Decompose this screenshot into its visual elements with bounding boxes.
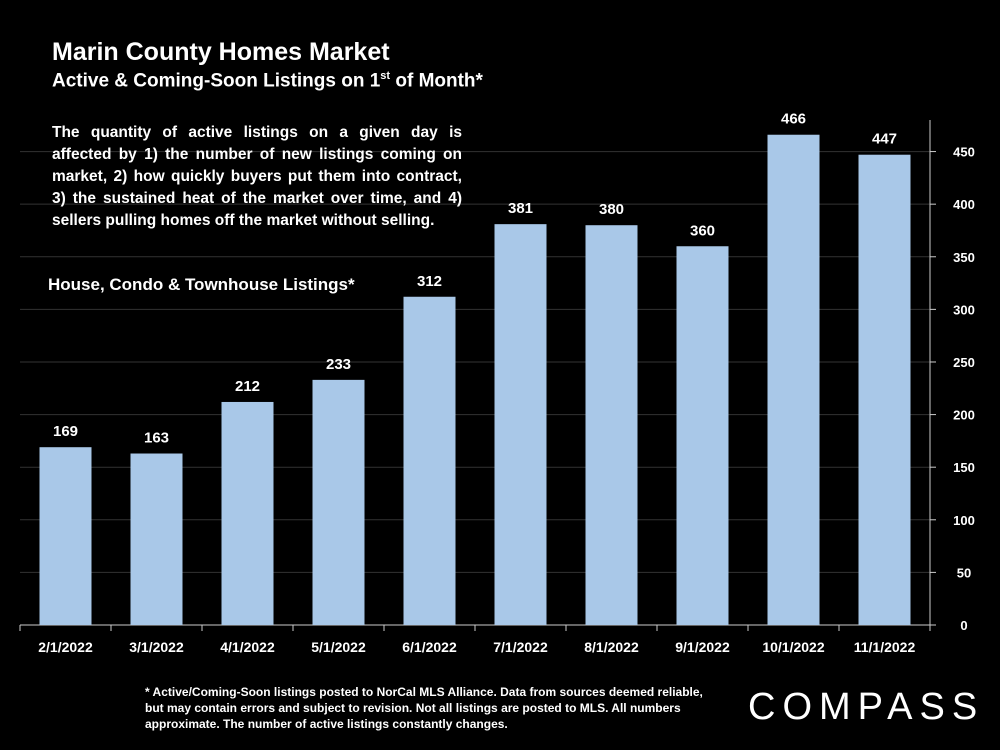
x-tick-label: 11/1/2022: [854, 639, 916, 655]
bar: [494, 224, 547, 625]
subtitle-superscript: st: [380, 70, 391, 82]
x-tick-label: 6/1/2022: [402, 639, 457, 655]
data-label: 447: [872, 131, 897, 148]
y-tick-label: 400: [953, 197, 975, 212]
y-tick-label: 300: [953, 302, 975, 317]
data-label: 233: [326, 356, 351, 373]
x-tick-label: 3/1/2022: [129, 639, 184, 655]
bar: [312, 379, 365, 625]
chart-title: Marin County Homes Market: [52, 38, 390, 66]
data-label: 163: [144, 430, 169, 447]
bar: [130, 453, 183, 625]
x-tick-label: 4/1/2022: [220, 639, 275, 655]
bar: [767, 134, 820, 625]
x-tick-label: 7/1/2022: [493, 639, 548, 655]
bar: [585, 225, 638, 626]
y-tick-label: 150: [953, 460, 975, 475]
subtitle-text: Active & Coming-Soon Listings on 1: [52, 70, 381, 92]
x-tick-label: 8/1/2022: [584, 639, 639, 655]
y-tick-label: 0: [960, 618, 967, 633]
x-tick-label: 9/1/2022: [675, 639, 730, 655]
y-tick-label: 50: [957, 565, 971, 580]
subtitle-suffix: of Month*: [390, 70, 483, 92]
y-tick-label: 250: [953, 355, 975, 370]
chart-subtitle: Active & Coming-Soon Listings on 1st of …: [52, 70, 483, 92]
data-label: 169: [53, 423, 78, 440]
chart-description: The quantity of active listings on a giv…: [52, 124, 462, 229]
footnote: * Active/Coming-Soon listings posted to …: [145, 685, 703, 731]
data-label: 381: [508, 200, 533, 217]
bar: [221, 401, 274, 625]
x-tick-label: 2/1/2022: [38, 639, 93, 655]
y-tick-label: 200: [953, 408, 975, 423]
bar: [676, 246, 729, 625]
bar: [39, 447, 92, 625]
data-label: 466: [781, 111, 806, 128]
bar: [858, 154, 911, 625]
bar: [403, 296, 456, 625]
data-label: 312: [417, 273, 442, 290]
data-label: 212: [235, 378, 260, 395]
x-tick-label: 10/1/2022: [762, 639, 824, 655]
data-label: 380: [599, 201, 624, 218]
y-tick-label: 350: [953, 250, 975, 265]
y-tick-label: 100: [953, 513, 975, 528]
y-tick-label: 450: [953, 145, 975, 160]
series-label: House, Condo & Townhouse Listings*: [48, 275, 355, 294]
x-tick-label: 5/1/2022: [311, 639, 366, 655]
compass-logo: COMPASS: [748, 686, 985, 728]
data-label: 360: [690, 222, 715, 239]
